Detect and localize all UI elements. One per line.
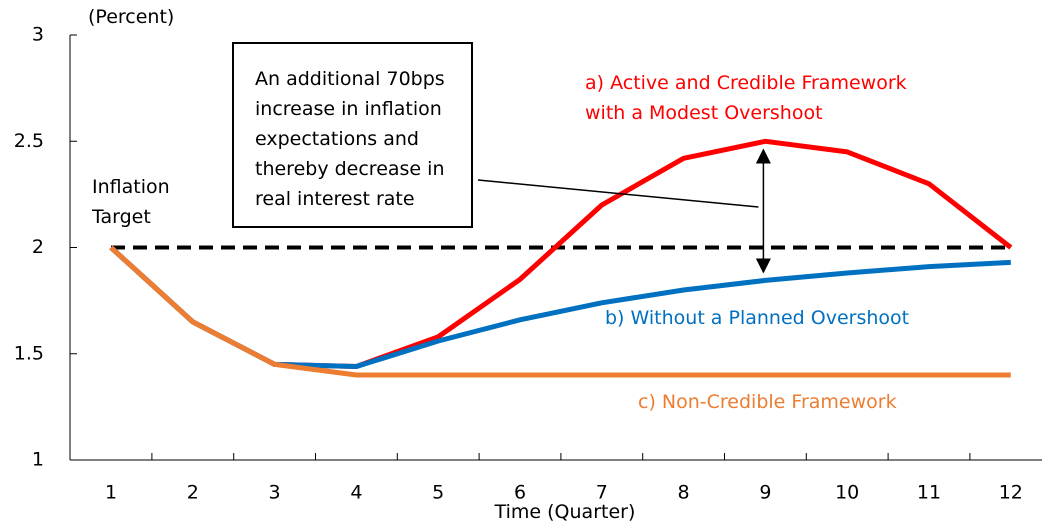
- y-axis-label: (Percent): [88, 6, 175, 28]
- x-tick-label: 8: [678, 482, 690, 504]
- x-axis-label: Time (Quarter): [494, 501, 636, 523]
- y-tick-label: 2.5: [14, 130, 44, 152]
- x-tick-label: 7: [596, 482, 608, 504]
- x-tick-label: 10: [835, 482, 859, 504]
- x-tick-label: 1: [105, 482, 117, 504]
- series-label: Inflation Target: [92, 176, 170, 228]
- x-tick-label: 6: [514, 482, 526, 504]
- y-tick-label: 1.5: [14, 342, 44, 364]
- y-tick-label: 3: [32, 24, 44, 46]
- series-line: [109, 245, 1011, 378]
- x-tick-label: 3: [269, 482, 281, 504]
- annotation-box: An additional 70bps increase in inflatio…: [232, 42, 473, 228]
- series-label: c) Non-Credible Framework: [638, 391, 897, 413]
- y-tick-label: 2: [32, 236, 44, 258]
- annotation-pointer: [477, 179, 759, 208]
- series-label: a) Active and Credible Framework with a …: [585, 72, 907, 124]
- x-tick-label: 9: [759, 482, 771, 504]
- x-tick-label: 11: [917, 482, 941, 504]
- x-tick-label: 12: [999, 482, 1023, 504]
- y-tick-label: 1: [32, 449, 44, 471]
- series-label: b) Without a Planned Overshoot: [605, 307, 910, 329]
- x-tick-label: 5: [432, 482, 444, 504]
- x-tick-label: 2: [187, 482, 199, 504]
- x-tick-label: 4: [350, 482, 362, 504]
